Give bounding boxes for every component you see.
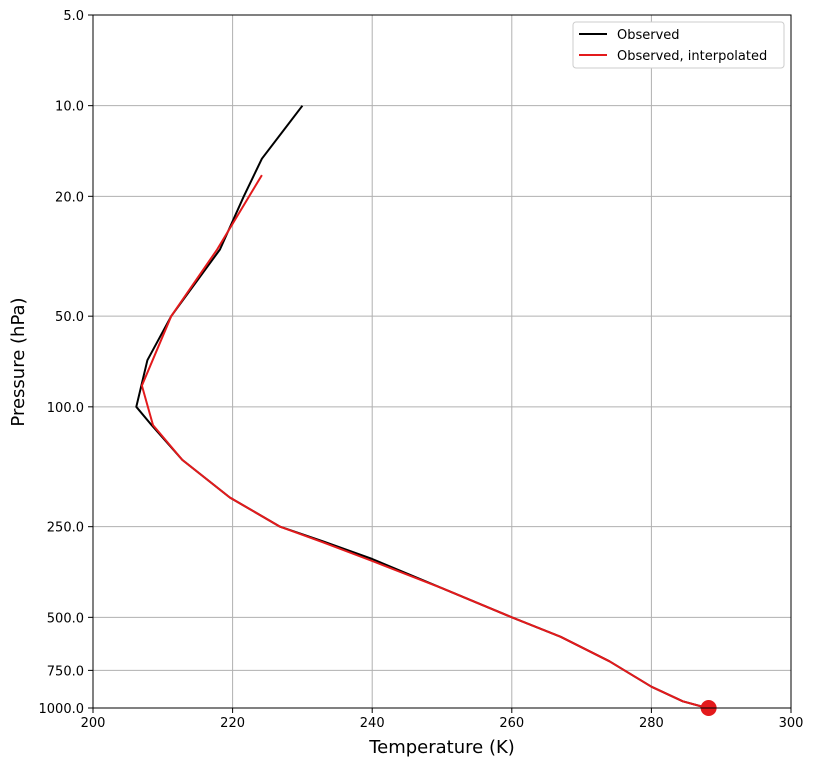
series-line-interpolated — [140, 174, 708, 709]
x-tick-label: 200 — [81, 716, 106, 731]
y-tick-label: 750.0 — [47, 664, 84, 679]
legend-label-observed: Observed — [617, 28, 680, 43]
x-tick-label: 220 — [220, 716, 245, 731]
y-axis-label: Pressure (hPa) — [8, 297, 29, 426]
y-tick-label: 5.0 — [63, 9, 84, 24]
grid-lines — [93, 15, 791, 708]
legend-box — [572, 21, 785, 69]
axis-ticks: 200 220 240 260 280 300 5.0 10.0 20.0 50.0 100.0 25… — [39, 9, 804, 731]
x-tick-label: 260 — [499, 716, 524, 731]
x-axis-label: Temperature (K) — [368, 737, 515, 758]
series-lines — [135, 105, 708, 709]
y-tick-label: 500.0 — [47, 611, 84, 626]
y-tick-label: 1000.0 — [39, 702, 85, 717]
y-tick-label: 100.0 — [47, 401, 84, 416]
x-tick-label: 300 — [779, 716, 804, 731]
x-tick-label: 280 — [639, 716, 664, 731]
legend: Observed Observed, interpolated — [572, 21, 785, 69]
y-tick-label: 10.0 — [55, 100, 84, 115]
plot-frame — [92, 14, 792, 709]
legend-label-interpolated: Observed, interpolated — [617, 49, 767, 64]
y-tick-label: 20.0 — [55, 190, 84, 205]
y-tick-label: 50.0 — [55, 310, 84, 325]
x-tick-label: 240 — [360, 716, 385, 731]
y-tick-label: 250.0 — [47, 521, 84, 536]
